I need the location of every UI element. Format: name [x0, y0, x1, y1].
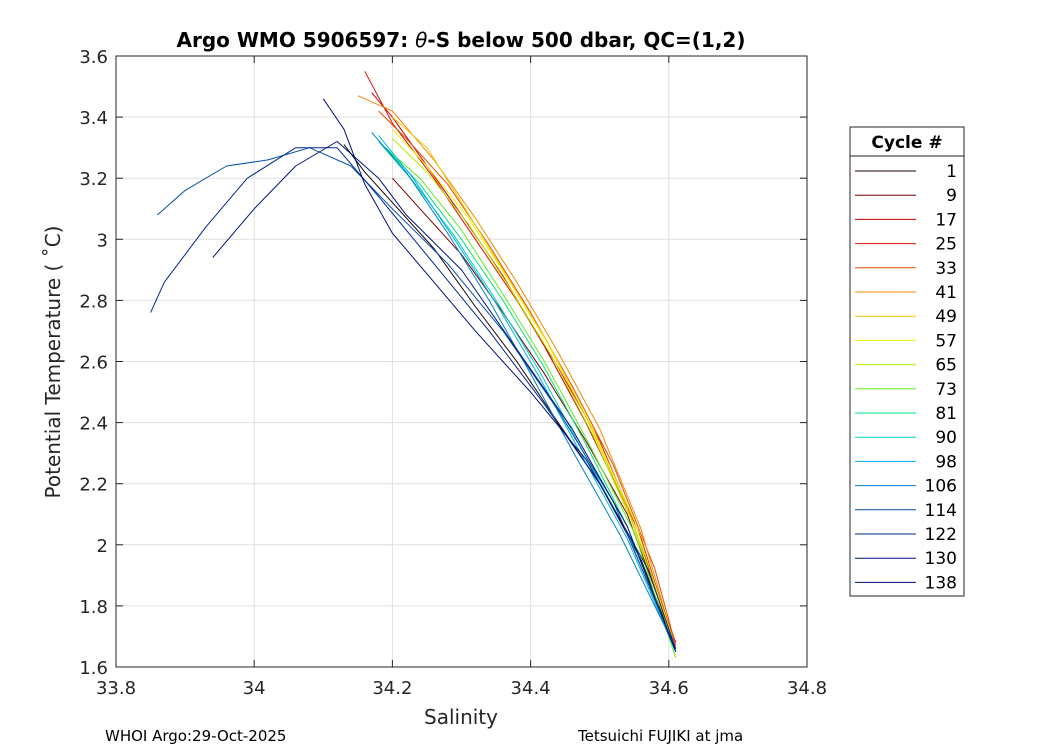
- series-line-cycle-81: [385, 147, 677, 652]
- y-axis-ticks: 1.6 1.8 2 2.2 2.4 2.6 2.8 3 3.2 3.4 3.6: [79, 47, 807, 679]
- legend-label-57: 57: [935, 331, 957, 351]
- x-tick-label: 34.6: [649, 678, 689, 699]
- legend-label-106: 106: [925, 477, 957, 497]
- legend-label-114: 114: [925, 501, 957, 521]
- series-line-cycle-9: [392, 177, 677, 646]
- legend-label-65: 65: [935, 356, 957, 376]
- y-tick-label: 2.2: [79, 475, 108, 496]
- legend-label-138: 138: [925, 573, 957, 593]
- y-tick-label: 1.6: [79, 658, 108, 679]
- title-theta: θ: [415, 28, 427, 52]
- legend-label-9: 9: [946, 186, 957, 206]
- legend-entries: 1 9 17 25 33 41 49 57 65 73 81 90 98 106 114 122 130 138: [855, 162, 957, 593]
- y-tick-label: 2: [97, 536, 108, 557]
- y-tick-label: 3.4: [79, 108, 108, 129]
- series-layer: [150, 71, 677, 658]
- legend-title: Cycle #: [871, 133, 942, 153]
- title-suffix: -S below 500 dbar, QC=(1,2): [427, 28, 745, 52]
- x-tick-label: 33.8: [96, 678, 136, 699]
- series-line-cycle-41: [357, 95, 677, 649]
- y-tick-label: 2.8: [79, 291, 108, 312]
- y-tick-label: 2.6: [79, 353, 108, 374]
- series-line-cycle-49: [392, 116, 677, 649]
- legend-label-17: 17: [935, 210, 957, 230]
- x-tick-label: 34.8: [787, 678, 827, 699]
- legend-label-73: 73: [935, 380, 957, 400]
- y-tick-label: 3: [97, 230, 108, 251]
- legend-label-98: 98: [935, 452, 957, 472]
- legend-box: [849, 126, 965, 597]
- x-tick-label: 34.4: [511, 678, 551, 699]
- x-axis-label: Salinity: [424, 705, 498, 729]
- series-line-cycle-114: [157, 147, 677, 649]
- series-line-cycle-98: [378, 135, 677, 652]
- legend-label-90: 90: [935, 428, 957, 448]
- chart-title: Argo WMO 5906597: θ-S below 500 dbar, QC…: [177, 28, 746, 52]
- series-line-cycle-57: [392, 128, 677, 649]
- series-line-cycle-73: [385, 147, 677, 658]
- series-line-cycle-106: [371, 132, 677, 649]
- legend-label-81: 81: [935, 404, 957, 424]
- legend-label-122: 122: [925, 525, 957, 545]
- legend-label-1: 1: [946, 162, 957, 182]
- x-tick-label: 34.2: [372, 678, 412, 699]
- legend-label-25: 25: [935, 235, 957, 255]
- legend-label-33: 33: [935, 259, 957, 279]
- footer-right: Tetsuichi FUJIKI at jma: [577, 727, 743, 745]
- x-axis-ticks: 33.8 34 34.2 34.4 34.6 34.8: [96, 56, 827, 699]
- legend-label-130: 130: [925, 549, 957, 569]
- series-line-cycle-130: [212, 141, 677, 652]
- y-tick-label: 1.8: [79, 597, 108, 618]
- legend: Cycle # 1 9 17 25 33 41 49 57 65 73 81 90 98 106 114 12…: [849, 126, 965, 597]
- y-tick-label: 2.4: [79, 414, 108, 435]
- y-tick-label: 3.2: [79, 169, 108, 190]
- title-prefix: Argo WMO 5906597:: [177, 28, 416, 52]
- series-line-cycle-138: [322, 98, 677, 652]
- legend-label-49: 49: [935, 307, 957, 327]
- x-tick-label: 34: [243, 678, 266, 699]
- footer-left: WHOI Argo:29-Oct-2025: [105, 727, 286, 745]
- series-line-cycle-33: [378, 110, 677, 646]
- y-tick-label: 3.6: [79, 47, 108, 68]
- y-axis-label: Potential Temperature ( ˚C): [41, 226, 65, 499]
- legend-label-41: 41: [935, 283, 957, 303]
- series-line-cycle-1: [343, 144, 677, 649]
- series-line-cycle-65: [392, 138, 677, 652]
